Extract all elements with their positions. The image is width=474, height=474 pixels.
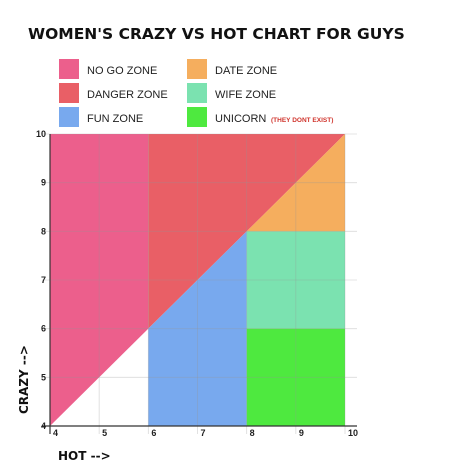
legend-swatch-fun: [59, 107, 79, 127]
x-tick-label: 9: [299, 428, 304, 438]
x-axis-label: HOT -->: [58, 449, 111, 463]
x-tick-label: 10: [348, 428, 358, 438]
legend-swatch-no-go: [59, 59, 79, 79]
y-tick-label: 10: [36, 129, 46, 139]
x-tick-label: 7: [201, 428, 206, 438]
y-tick-label: 6: [41, 324, 46, 334]
x-tick-label: 5: [102, 428, 107, 438]
axes: [42, 134, 357, 434]
zone-wife: [246, 231, 345, 329]
y-tick-label: 5: [41, 372, 46, 382]
legend-label-wife: WIFE ZONE: [215, 89, 276, 101]
legend-annotation-unicorn: (THEY DONT EXIST): [271, 117, 333, 124]
chart-title: WOMEN'S CRAZY VS HOT CHART FOR GUYS: [28, 25, 405, 43]
legend-swatch-unicorn: [187, 107, 207, 127]
y-tick-label: 7: [41, 275, 46, 285]
zone-date: [246, 134, 345, 232]
x-tick-label: 6: [151, 428, 156, 438]
zone-fun: [148, 231, 247, 426]
x-tick-label: 4: [53, 428, 58, 438]
grid: [42, 133, 357, 434]
legend: NO GO ZONE DANGER ZONE FUN ZONE DATE ZON…: [59, 59, 333, 127]
legend-label-date: DATE ZONE: [215, 65, 277, 77]
y-tick-label: 8: [41, 226, 46, 236]
y-axis-label: CRAZY -->: [17, 345, 31, 414]
y-tick-label: 9: [41, 178, 46, 188]
tick-labels: 4 5 6 7 8 9 10 4 5 6 7 8 9 10: [36, 129, 358, 438]
zone-no-go: [50, 134, 149, 426]
zone-unicorn: [246, 328, 345, 426]
legend-label-danger: DANGER ZONE: [87, 89, 168, 101]
plot-area: [50, 134, 345, 426]
legend-swatch-danger: [59, 83, 79, 103]
legend-label-fun: FUN ZONE: [87, 113, 143, 125]
legend-swatch-wife: [187, 83, 207, 103]
y-tick-label: 4: [41, 421, 46, 431]
legend-label-no-go: NO GO ZONE: [87, 65, 157, 77]
x-tick-label: 8: [250, 428, 255, 438]
legend-swatch-date: [187, 59, 207, 79]
legend-label-unicorn: UNICORN: [215, 113, 266, 125]
